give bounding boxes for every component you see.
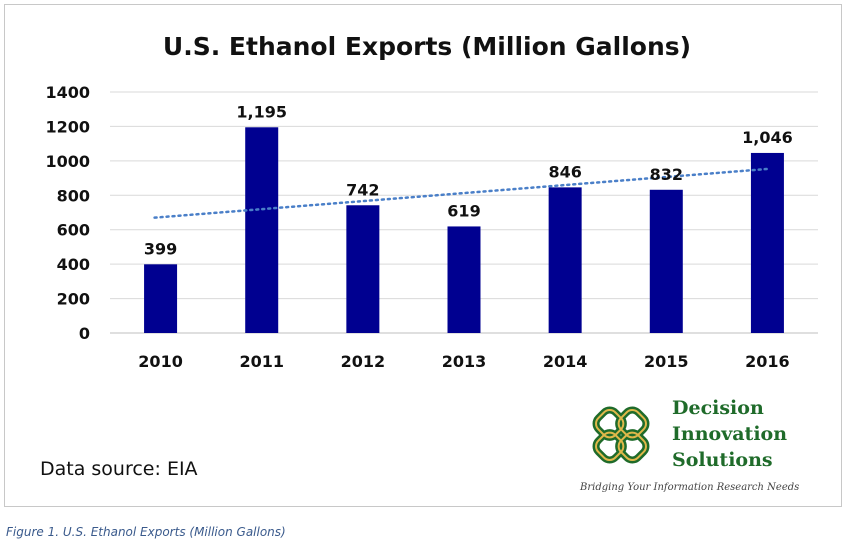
y-tick-label: 600 bbox=[57, 221, 90, 240]
data-label: 1,195 bbox=[236, 102, 287, 121]
figure-caption: Figure 1. U.S. Ethanol Exports (Million … bbox=[6, 525, 286, 539]
y-tick-label: 800 bbox=[57, 186, 90, 205]
data-label: 832 bbox=[650, 165, 683, 184]
y-tick-label: 1200 bbox=[45, 117, 90, 136]
y-tick-label: 1400 bbox=[45, 83, 90, 102]
logo-graphic: Decision Innovation Solutions Bridging Y… bbox=[579, 397, 799, 493]
x-tick-label: 2011 bbox=[239, 352, 284, 371]
logo-line-3: Solutions bbox=[672, 449, 773, 471]
data-label: 742 bbox=[346, 180, 379, 199]
bar bbox=[346, 205, 380, 333]
logo-line-1: Decision bbox=[672, 397, 764, 419]
chart-title: U.S. Ethanol Exports (Million Gallons) bbox=[163, 32, 691, 61]
data-labels: 399 1,195 742 619 846 832 1,046 bbox=[144, 102, 793, 258]
logo-line-2: Innovation bbox=[672, 423, 787, 445]
trendline-layer bbox=[153, 167, 769, 219]
y-axis-ticks: 0 200 400 600 800 1000 1200 1400 bbox=[45, 83, 90, 343]
company-logo: Decision Innovation Solutions Bridging Y… bbox=[578, 392, 803, 497]
x-tick-label: 2013 bbox=[442, 352, 487, 371]
bar bbox=[548, 187, 582, 333]
data-source-note: Data source: EIA bbox=[40, 458, 198, 480]
bar bbox=[750, 152, 784, 333]
data-label: 846 bbox=[548, 162, 581, 181]
x-tick-label: 2015 bbox=[644, 352, 689, 371]
bars bbox=[144, 127, 784, 334]
bar bbox=[144, 264, 178, 333]
x-tick-label: 2010 bbox=[138, 352, 183, 371]
data-label: 619 bbox=[447, 201, 480, 220]
y-tick-label: 0 bbox=[79, 324, 90, 343]
data-label: 399 bbox=[144, 239, 177, 258]
bar bbox=[447, 226, 481, 333]
x-tick-label: 2016 bbox=[745, 352, 790, 371]
x-axis-ticks: 2010 2011 2012 2013 2014 2015 2016 bbox=[138, 352, 789, 371]
x-tick-label: 2014 bbox=[543, 352, 588, 371]
chart-canvas: U.S. Ethanol Exports (Million Gallons) 0… bbox=[45, 32, 818, 371]
y-tick-label: 200 bbox=[57, 290, 90, 309]
data-label: 1,046 bbox=[742, 128, 793, 147]
chart-frame bbox=[4, 4, 842, 507]
bar bbox=[245, 127, 279, 334]
trendline bbox=[153, 167, 769, 219]
logo-tagline: Bridging Your Information Research Needs bbox=[579, 482, 799, 493]
y-tick-label: 400 bbox=[57, 255, 90, 274]
y-tick-label: 1000 bbox=[45, 152, 90, 171]
knot-icon bbox=[592, 406, 650, 464]
x-tick-label: 2012 bbox=[341, 352, 386, 371]
bar bbox=[649, 189, 683, 333]
